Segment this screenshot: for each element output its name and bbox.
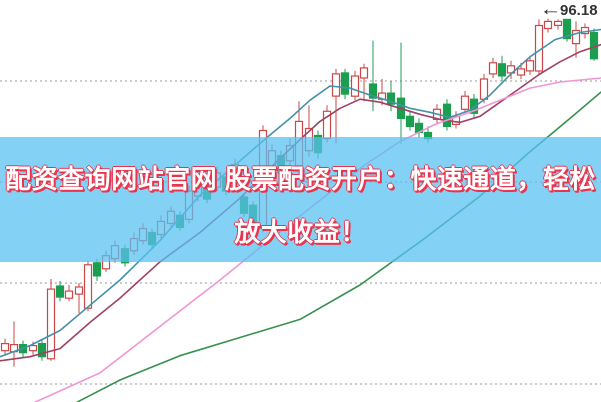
promo-banner: 配资查询网站官网 股票配资开户：快速通道，轻松 放大收益！	[0, 137, 601, 262]
banner-line-1: 配资查询网站官网 股票配资开户：快速通道，轻松	[5, 164, 596, 194]
left-arrow-icon: ←	[539, 0, 562, 20]
banner-line-2: 放大收益！	[234, 217, 367, 247]
price-annotation: ← 96.18	[539, 0, 598, 20]
price-label: 96.18	[560, 1, 598, 19]
